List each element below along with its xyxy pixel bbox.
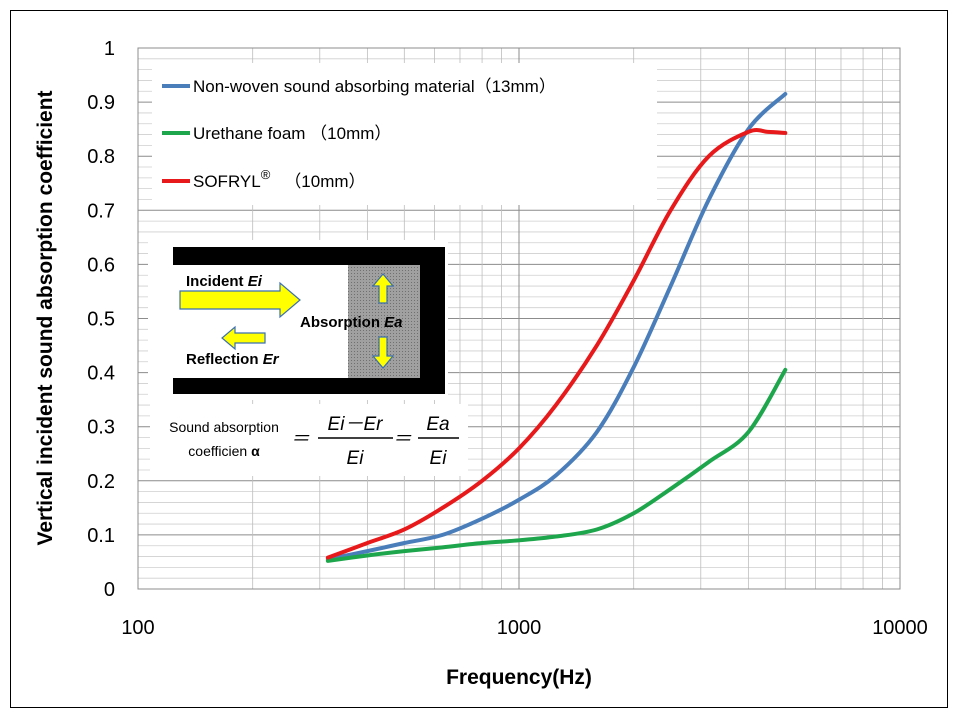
formula-background [150, 404, 468, 476]
x-tick-label: 1000 [497, 617, 542, 639]
sofryl-suffix: （10mm） [284, 172, 365, 191]
series-line-2 [325, 128, 788, 560]
x-tick-label: 100 [121, 617, 154, 639]
fraction1-denominator: Ei [347, 448, 365, 469]
y-tick-label: 0.2 [87, 471, 115, 493]
y-tick-label: 0.7 [87, 200, 115, 222]
series-lines [325, 91, 788, 563]
absorption-arrow-down [371, 336, 395, 369]
legend: Non-woven sound absorbing material（13mm）… [152, 63, 657, 205]
equals-sign-2: ＝ [392, 429, 411, 450]
y-tick-label: 0.3 [87, 417, 115, 439]
y-tick-label: 0 [104, 579, 115, 601]
y-tick-labels: 0 0.1 0.2 0.3 0.4 0.5 0.6 0.7 0.8 0.9 1 [87, 38, 115, 601]
plot-area [137, 47, 901, 590]
y-tick-label: 0.9 [87, 92, 115, 114]
series-line-0 [325, 91, 788, 562]
incident-label: Incident Ei [186, 273, 263, 290]
x-tick-label: 10000 [872, 617, 928, 639]
formula-line1: Sound absorption [169, 419, 279, 435]
absorption-label: Absorption Ea [300, 314, 403, 331]
chart-frame [10, 10, 948, 708]
y-tick-label: 0.6 [87, 254, 115, 276]
fraction2-numerator: Ea [426, 414, 449, 435]
fraction1-numerator: Ei－Er [328, 414, 384, 435]
legend-label-nonwoven: Non-woven sound absorbing material（13mm） [193, 77, 556, 96]
y-tick-label: 0.4 [87, 363, 115, 385]
sofryl-name: SOFRYL [193, 172, 261, 191]
formula-line2: coefficien α [188, 443, 260, 459]
y-tick-label: 0.8 [87, 146, 115, 168]
reflection-arrow [221, 325, 266, 351]
series-line-1 [325, 367, 788, 563]
legend-label-sofryl: SOFRYL® （10mm） [193, 167, 366, 191]
fraction2-denominator: Ei [430, 448, 448, 469]
y-tick-label: 0.1 [87, 525, 115, 547]
y-tick-label: 0.5 [87, 309, 115, 331]
equals-sign-1: ＝ [290, 429, 309, 450]
inset-diagram: Incident Ei Absorption Ea Reflection Er [148, 240, 448, 400]
x-tick-labels: 100 1000 10000 [121, 617, 928, 639]
legend-label-urethane: Urethane foam （10mm） [193, 124, 391, 143]
x-axis-title: Frequency(Hz) [446, 666, 592, 689]
registered-mark: ® [261, 167, 271, 182]
legend-box [152, 63, 657, 205]
y-tick-label: 1 [104, 38, 115, 60]
incident-arrow [179, 281, 301, 319]
absorption-arrow-up [371, 273, 395, 304]
formula: Sound absorption coefficien α ＝ Ei－Er Ei… [150, 404, 468, 476]
y-axis-title: Vertical incident sound absorption coeff… [34, 90, 57, 545]
reflection-label: Reflection Er [186, 351, 280, 368]
